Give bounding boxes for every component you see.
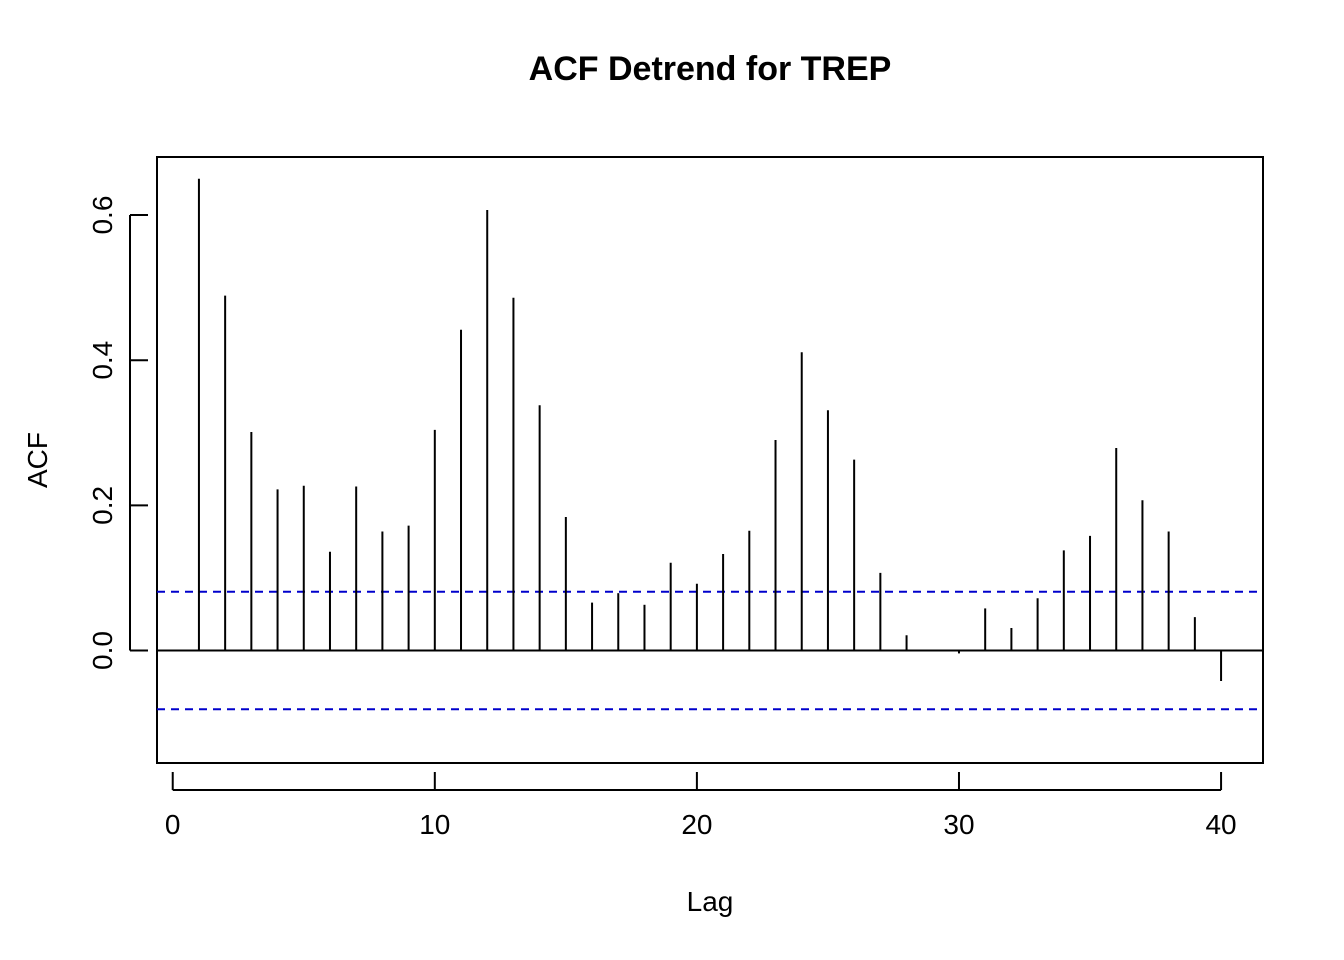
y-tick-label: 0.6 [87, 196, 118, 235]
x-tick-label: 10 [419, 809, 450, 840]
x-tick-label: 0 [165, 809, 181, 840]
x-axis: 0 10 20 30 40 [165, 772, 1237, 840]
confidence-band-group [157, 590, 1263, 711]
y-axis-title: ACF [22, 432, 53, 488]
x-tick-label: 30 [943, 809, 974, 840]
y-tick-label: 0.4 [87, 341, 118, 380]
x-axis-title: Lag [687, 886, 734, 917]
y-tick-label: 0.0 [87, 631, 118, 670]
plot-frame [156, 156, 1264, 764]
y-tick-label: 0.2 [87, 486, 118, 525]
x-tick-label: 40 [1205, 809, 1236, 840]
chart-title: ACF Detrend for TREP [529, 50, 892, 88]
y-axis: 0.0 0.2 0.4 0.6 [87, 196, 148, 670]
acf-spikes [197, 178, 1223, 681]
x-tick-label: 20 [681, 809, 712, 840]
